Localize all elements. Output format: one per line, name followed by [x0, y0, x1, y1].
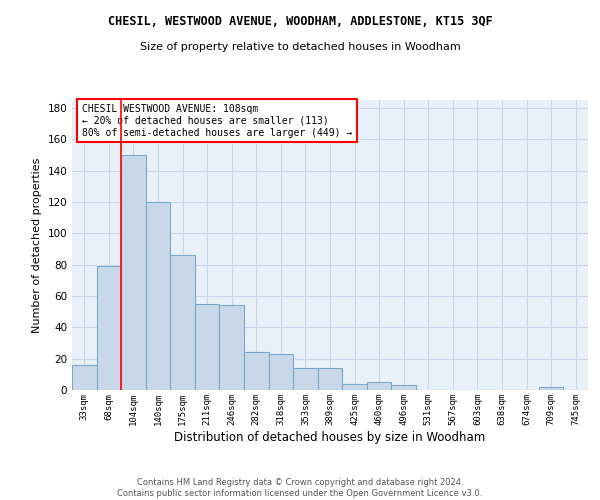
- Text: CHESIL WESTWOOD AVENUE: 108sqm
← 20% of detached houses are smaller (113)
80% of: CHESIL WESTWOOD AVENUE: 108sqm ← 20% of …: [82, 104, 353, 138]
- Bar: [342, 384, 367, 390]
- Bar: [97, 266, 121, 390]
- Y-axis label: Number of detached properties: Number of detached properties: [32, 158, 42, 332]
- Text: CHESIL, WESTWOOD AVENUE, WOODHAM, ADDLESTONE, KT15 3QF: CHESIL, WESTWOOD AVENUE, WOODHAM, ADDLES…: [107, 15, 493, 28]
- Bar: [367, 382, 391, 390]
- Text: Contains HM Land Registry data © Crown copyright and database right 2024.
Contai: Contains HM Land Registry data © Crown c…: [118, 478, 482, 498]
- Bar: [293, 368, 318, 390]
- Bar: [220, 306, 244, 390]
- Bar: [539, 387, 563, 390]
- X-axis label: Distribution of detached houses by size in Woodham: Distribution of detached houses by size …: [175, 430, 485, 444]
- Bar: [391, 386, 416, 390]
- Bar: [146, 202, 170, 390]
- Bar: [244, 352, 269, 390]
- Text: Size of property relative to detached houses in Woodham: Size of property relative to detached ho…: [140, 42, 460, 52]
- Bar: [195, 304, 220, 390]
- Bar: [121, 155, 146, 390]
- Bar: [72, 365, 97, 390]
- Bar: [170, 255, 195, 390]
- Bar: [318, 368, 342, 390]
- Bar: [269, 354, 293, 390]
